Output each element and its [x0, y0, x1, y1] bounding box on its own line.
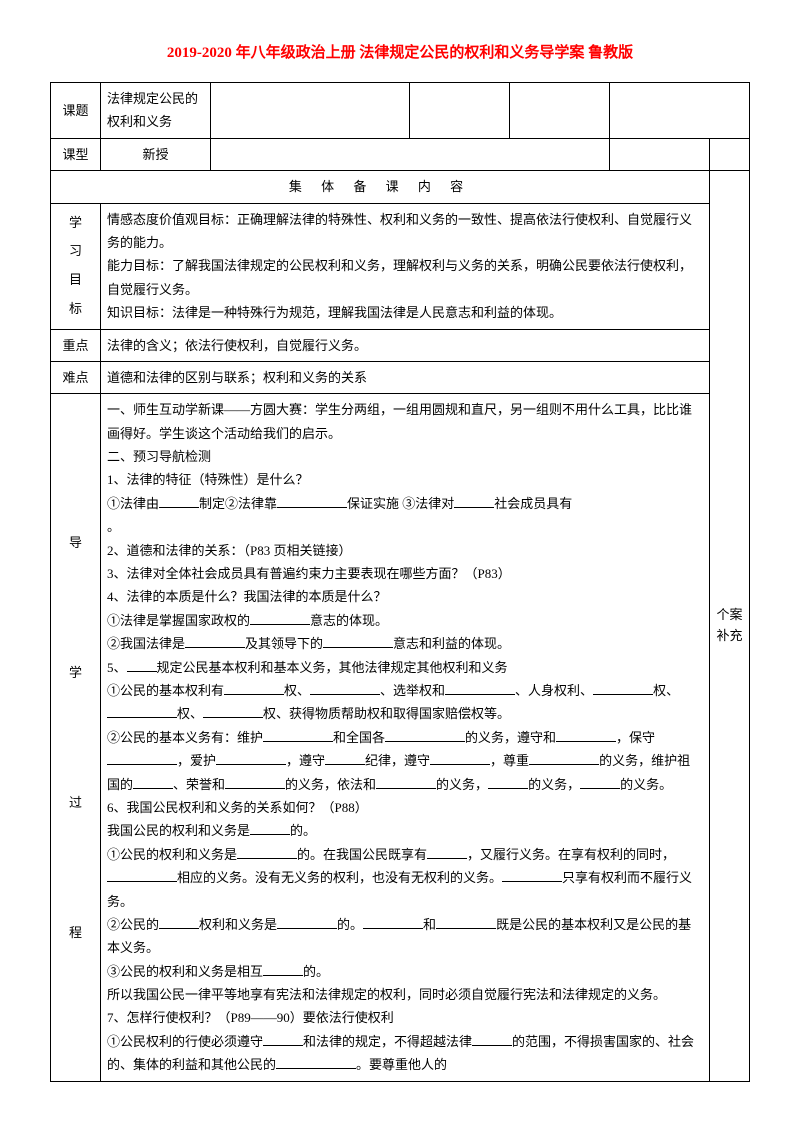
process-content: 一、师生互动学新课——方圆大赛：学生分两组，一组用圆规和直尺，另一组则不用什么工…	[101, 394, 710, 1081]
p3: 1、法律的特征（特殊性）是什么？	[107, 468, 703, 491]
p9: ②我国法律是及其领导下的意志和利益的体现。	[107, 632, 703, 655]
p7: 4、法律的本质是什么？我国法律的本质是什么？	[107, 585, 703, 608]
empty-cell	[710, 138, 750, 170]
p10: 5、规定公民基本权利和基本义务，其他法律规定其他权利和义务	[107, 656, 703, 679]
row-keypoint: 重点 法律的含义；依法行使权利，自觉履行义务。	[51, 329, 750, 361]
p5: 2、道德和法律的关系：（P83 页相关链接）	[107, 539, 703, 562]
p1: 一、师生互动学新课——方圆大赛：学生分两组，一组用圆规和直尺，另一组则不用什么工…	[107, 398, 703, 445]
section-header: 集 体 备 课 内 容	[51, 171, 710, 203]
p13: 6、我国公民权利和义务的关系如何？（P88）	[107, 796, 703, 819]
difficulty-label: 难点	[51, 361, 101, 393]
type-label: 课型	[51, 138, 101, 170]
empty-cell	[610, 83, 750, 139]
empty-cell	[211, 138, 610, 170]
p4e: 。	[107, 515, 703, 538]
p16: ②公民的权利和义务是的。和既是公民的基本权利又是公民的基本义务。	[107, 913, 703, 960]
p12: ②公民的基本义务有：维护和全国各的义务，遵守和，保守，爱护，遵守纪律，遵守，尊重…	[107, 726, 703, 796]
goal-1: 情感态度价值观目标：正确理解法律的特殊性、权利和义务的一致性、提高依法行使权利、…	[107, 208, 703, 255]
p8: ①法律是掌握国家政权的意志的体现。	[107, 609, 703, 632]
row-difficulty: 难点 道德和法律的区别与联系；权利和义务的关系	[51, 361, 750, 393]
p15: ①公民的权利和义务是的。在我国公民既享有，又履行义务。在享有权利的同时，相应的义…	[107, 843, 703, 913]
type-value: 新授	[101, 138, 211, 170]
empty-cell	[610, 138, 710, 170]
difficulty-text: 道德和法律的区别与联系；权利和义务的关系	[101, 361, 710, 393]
p18: 所以我国公民一律平等地享有宪法和法律规定的权利，同时必须自觉履行宪法和法律规定的…	[107, 983, 703, 1006]
side-note: 个案补充	[710, 171, 750, 1081]
row-goals: 学习目标 情感态度价值观目标：正确理解法律的特殊性、权利和义务的一致性、提高依法…	[51, 203, 750, 329]
keypoint-text: 法律的含义；依法行使权利，自觉履行义务。	[101, 329, 710, 361]
goals-label: 学习目标	[51, 203, 101, 329]
row-topic: 课题 法律规定公民的权利和义务	[51, 83, 750, 139]
topic-value: 法律规定公民的权利和义务	[101, 83, 211, 139]
p11: ①公民的基本权利有权、、选举权和、人身权利、权、权、权、获得物质帮助权和取得国家…	[107, 679, 703, 726]
row-section-header: 集 体 备 课 内 容 个案补充	[51, 171, 750, 203]
page-title: 2019-2020 年八年级政治上册 法律规定公民的权利和义务导学案 鲁教版	[50, 40, 750, 67]
p20: ①公民权利的行使必须遵守和法律的规定，不得超越法律的范围，不得损害国家的、社会的…	[107, 1030, 703, 1077]
process-label: 导学过程	[51, 394, 101, 1081]
empty-cell	[410, 83, 510, 139]
p14: 我国公民的权利和义务是的。	[107, 819, 703, 842]
goal-2: 能力目标：了解我国法律规定的公民权利和义务，理解权利与义务的关系，明确公民要依法…	[107, 254, 703, 301]
p17: ③公民的权利和义务是相互的。	[107, 960, 703, 983]
p4: ①法律由制定②法律靠保证实施 ③法律对社会成员具有	[107, 492, 703, 515]
empty-cell	[211, 83, 410, 139]
empty-cell	[510, 83, 610, 139]
keypoint-label: 重点	[51, 329, 101, 361]
p2: 二、预习导航检测	[107, 445, 703, 468]
row-process: 导学过程 一、师生互动学新课——方圆大赛：学生分两组，一组用圆规和直尺，另一组则…	[51, 394, 750, 1081]
row-type: 课型 新授	[51, 138, 750, 170]
lesson-table: 课题 法律规定公民的权利和义务 课型 新授 集 体 备 课 内 容 个案补充 学…	[50, 82, 750, 1082]
topic-label: 课题	[51, 83, 101, 139]
goals-content: 情感态度价值观目标：正确理解法律的特殊性、权利和义务的一致性、提高依法行使权利、…	[101, 203, 710, 329]
goal-3: 知识目标：法律是一种特殊行为规范，理解我国法律是人民意志和利益的体现。	[107, 301, 703, 324]
p19: 7、怎样行使权利？（P89——90）要依法行使权利	[107, 1006, 703, 1029]
p6: 3、法律对全体社会成员具有普遍约束力主要表现在哪些方面？（P83）	[107, 562, 703, 585]
